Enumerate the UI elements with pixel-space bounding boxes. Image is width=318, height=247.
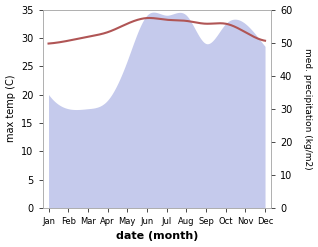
Y-axis label: med. precipitation (kg/m2): med. precipitation (kg/m2) (303, 48, 313, 169)
X-axis label: date (month): date (month) (116, 231, 198, 242)
Y-axis label: max temp (C): max temp (C) (5, 75, 16, 143)
